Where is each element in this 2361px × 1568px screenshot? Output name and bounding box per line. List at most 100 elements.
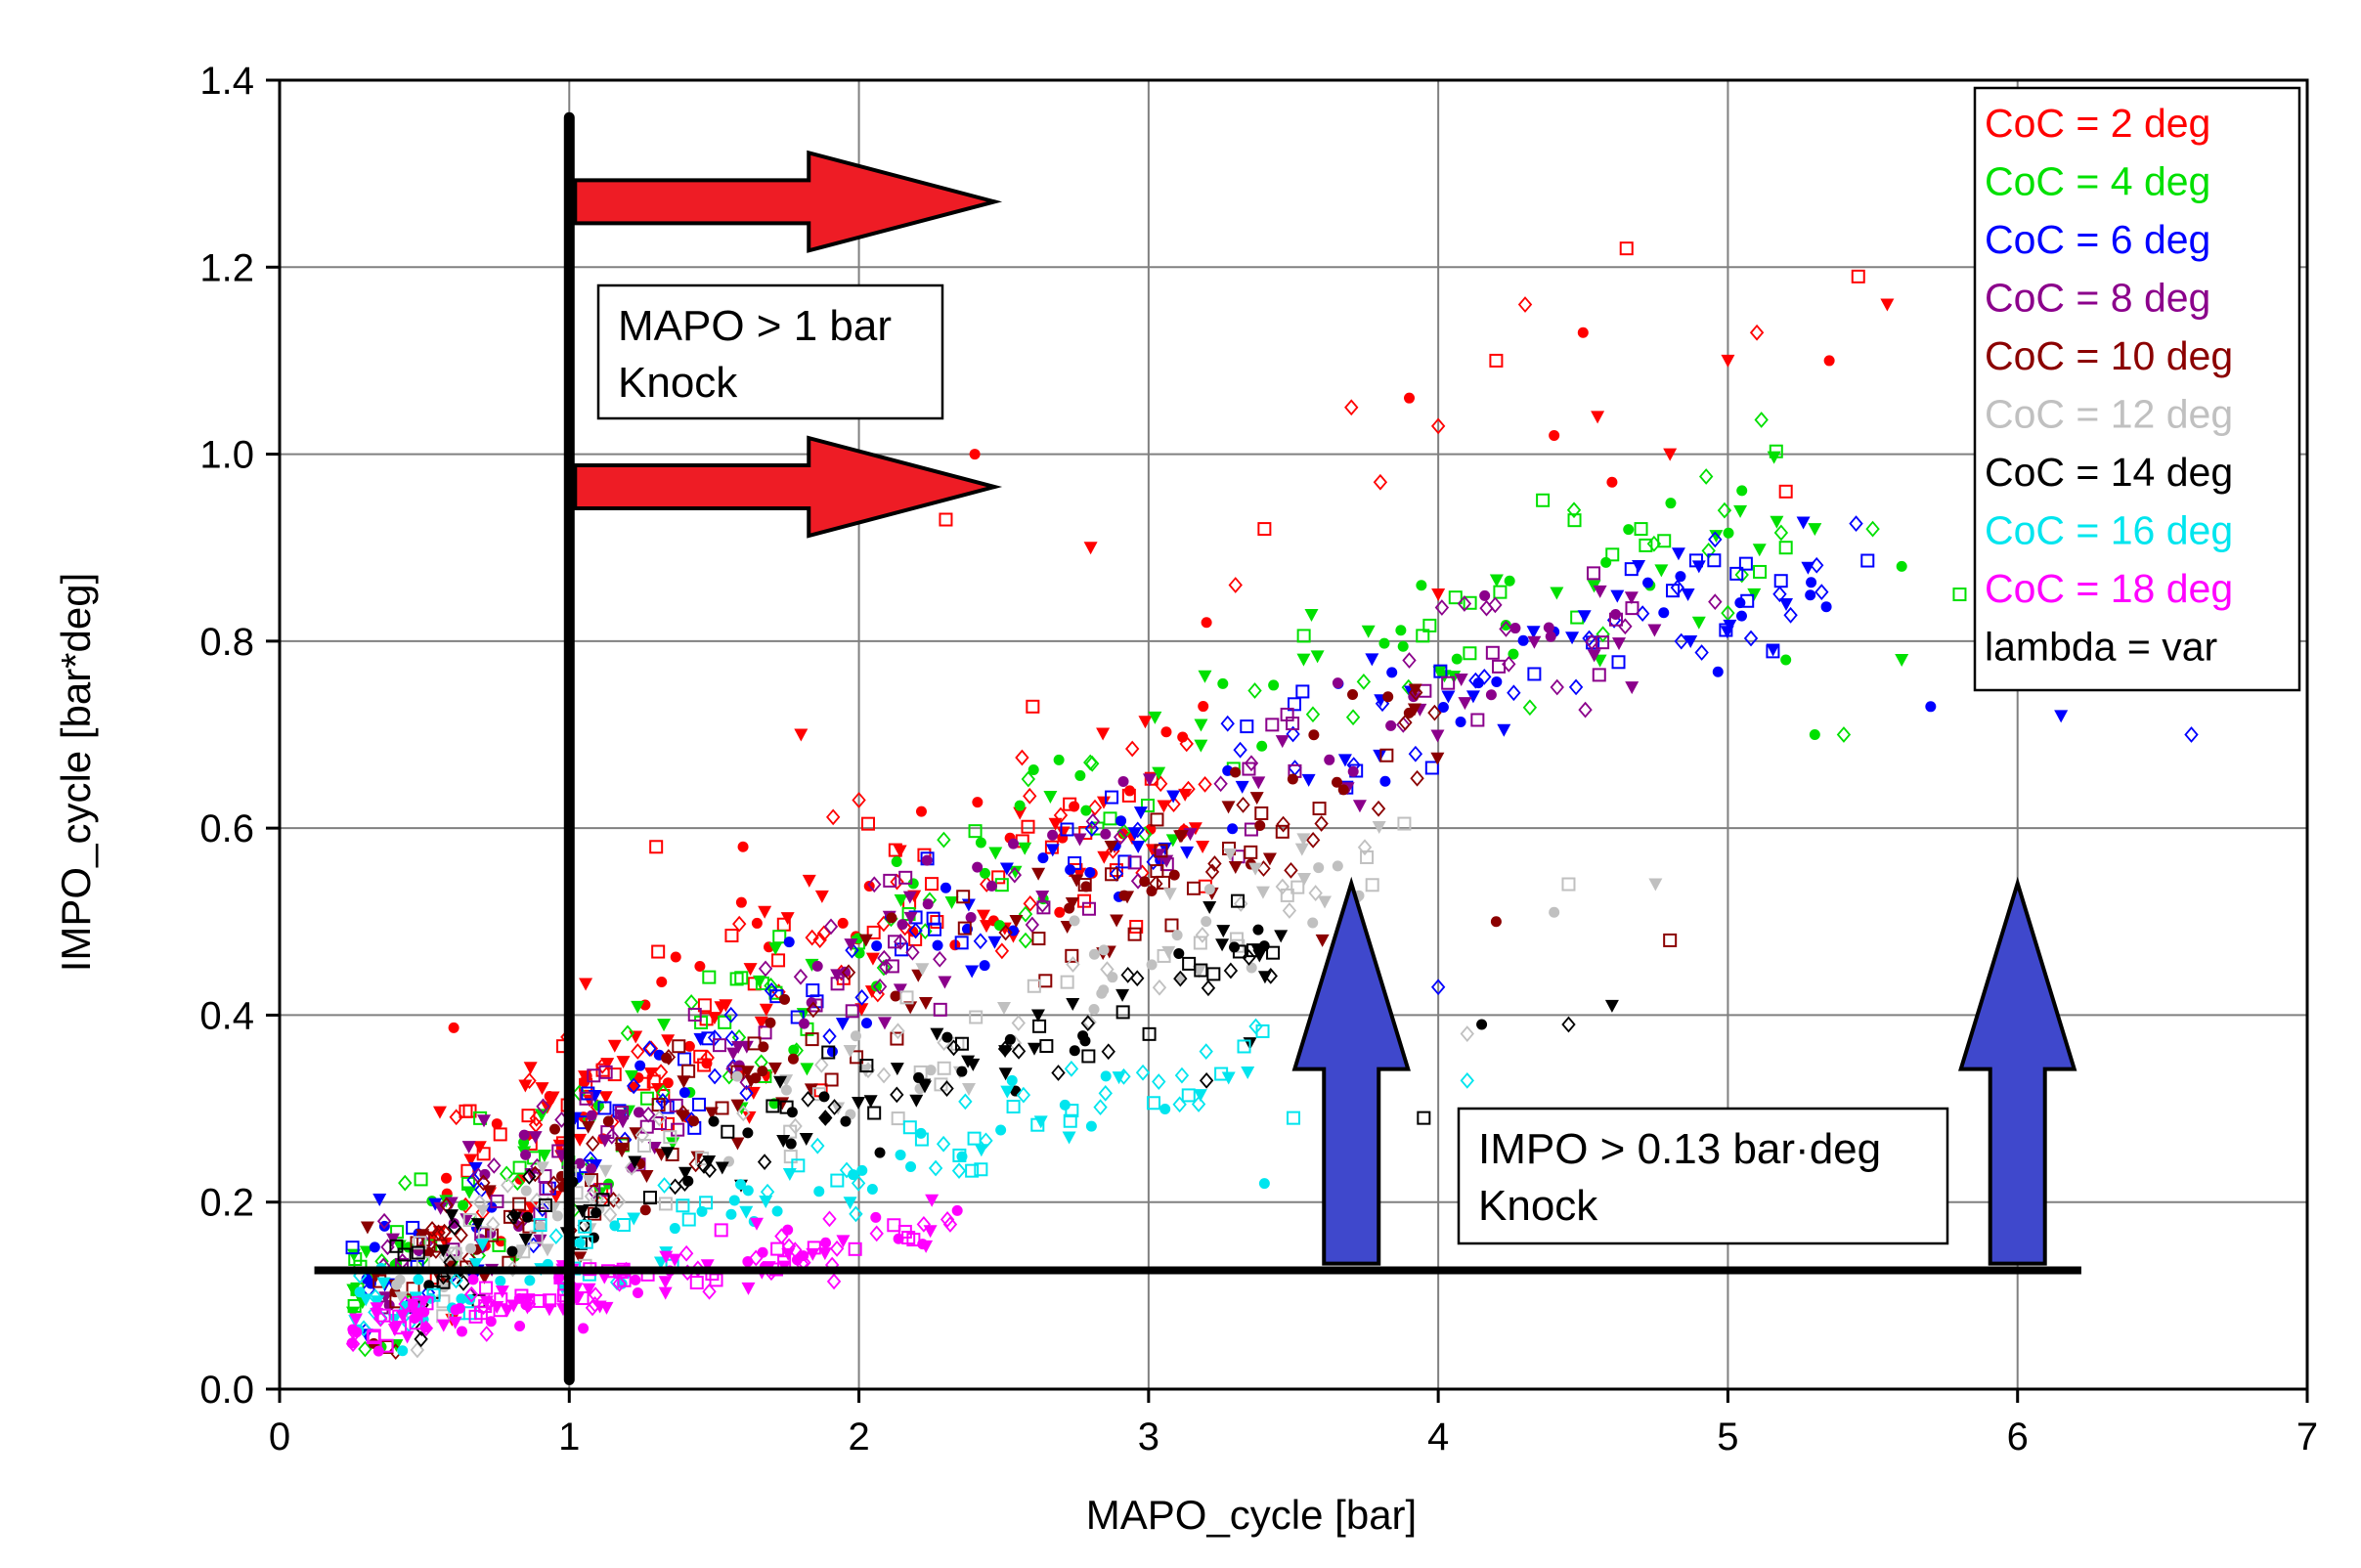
series-16-point [449,1272,463,1289]
series-16-point [951,1162,967,1180]
series-14-point [423,1280,435,1291]
series-4-point [512,1160,527,1175]
series-12-point [1318,895,1333,909]
series-6-point [1133,806,1148,820]
series-16-point [548,1228,564,1244]
series-10-point [715,1101,729,1115]
series-4-point [1140,798,1155,812]
series-8-point [587,1068,601,1083]
series-14-point [1604,999,1619,1013]
legend-entry: lambda = var [1985,625,2217,670]
series-12-point [1297,872,1312,886]
series-10-point [1254,806,1269,820]
series-4-point [1305,706,1321,723]
series-6-point [1707,553,1722,568]
series-4-point [772,930,787,944]
series-6-point [926,911,940,926]
series-6-point [1286,725,1300,743]
series-16-point [1006,1074,1018,1086]
y-axis-title: IMPO_cycle [bar*deg] [53,573,99,973]
series-10-point [1146,886,1158,897]
series-14-point [827,1099,842,1115]
series-4-point [458,1199,469,1211]
series-8-point [933,950,947,968]
series-8-point [376,1212,392,1230]
series-8-point [1470,713,1485,727]
series-2-point [1591,411,1605,424]
series-2-point [1138,716,1153,729]
series-8-point [1592,668,1606,682]
series-18-point [919,1240,934,1253]
series-6-point [2054,710,2069,723]
series-6-point [1611,655,1626,670]
series-12-point [520,1185,532,1197]
series-10-point [957,921,972,936]
series-4-point [1623,524,1635,536]
series-2-point [1021,819,1035,834]
series-6-point [2184,726,2199,743]
series-8-point [586,1110,597,1121]
series-18-point [479,1281,494,1295]
series-8-point [1324,754,1335,765]
series-2-point [925,877,940,892]
series-8-point [433,1201,448,1215]
series-6-point [1233,741,1247,759]
series-16-point [725,1208,737,1220]
series-10-point [998,924,1013,941]
series-2-point [724,929,739,943]
series-14-point [956,1066,968,1077]
series-4-point [1080,805,1092,816]
series-6-point [1465,690,1480,704]
series-2-point [573,1133,588,1147]
series-2-point [865,952,880,966]
series-8-point [1585,633,1599,651]
series-18-point [770,1241,785,1256]
series-8-point [1081,901,1096,916]
series-10-point [1164,918,1179,933]
series-4-point [1448,590,1463,605]
series-10-point [422,1246,434,1258]
series-18-point [366,1330,380,1345]
series-8-point [1609,612,1624,627]
series-18-point [951,1204,963,1216]
series-4-point [1018,905,1033,923]
series-6-point [1379,775,1391,787]
series-14-point [447,1219,462,1236]
series-18-point [473,1306,488,1321]
series-14-point [941,1031,953,1043]
series-18-point [659,1250,674,1264]
series-10-point [424,1221,440,1238]
series-16-point [669,1223,680,1235]
series-10-point [1064,902,1075,914]
annotation-impo: IMPO > 0.13 bar·deg Knock [1457,1107,1949,1245]
series-8-point [903,911,918,925]
series-10-point [1337,784,1349,796]
series-8-point [1265,718,1280,732]
series-6-point [678,1087,690,1099]
series-14-point [867,1106,882,1120]
series-14-point [917,1080,932,1094]
scatter-points [345,241,2199,1361]
series-10-point [1314,815,1329,832]
series-10-point [1154,844,1168,858]
series-12-point [637,1139,652,1154]
series-18-point [678,1244,694,1262]
series-10-point [676,1105,690,1121]
series-6-point [692,1097,707,1111]
series-12-point [1372,820,1386,834]
series-6-point [940,882,951,893]
series-8-point [1047,829,1059,841]
series-16-point [397,1345,409,1357]
series-10-point [1254,820,1266,832]
series-4-point [1753,564,1768,579]
series-16-point [830,1173,845,1188]
series-14-point [1173,970,1188,987]
series-12-point [1296,833,1311,847]
series-2-point [814,890,829,903]
series-4-point [1256,740,1268,752]
series-12-point [1162,888,1177,901]
series-18-point [599,1301,614,1315]
series-2-point [991,870,1006,885]
series-6-point [854,988,869,1006]
series-8-point [758,1025,772,1040]
